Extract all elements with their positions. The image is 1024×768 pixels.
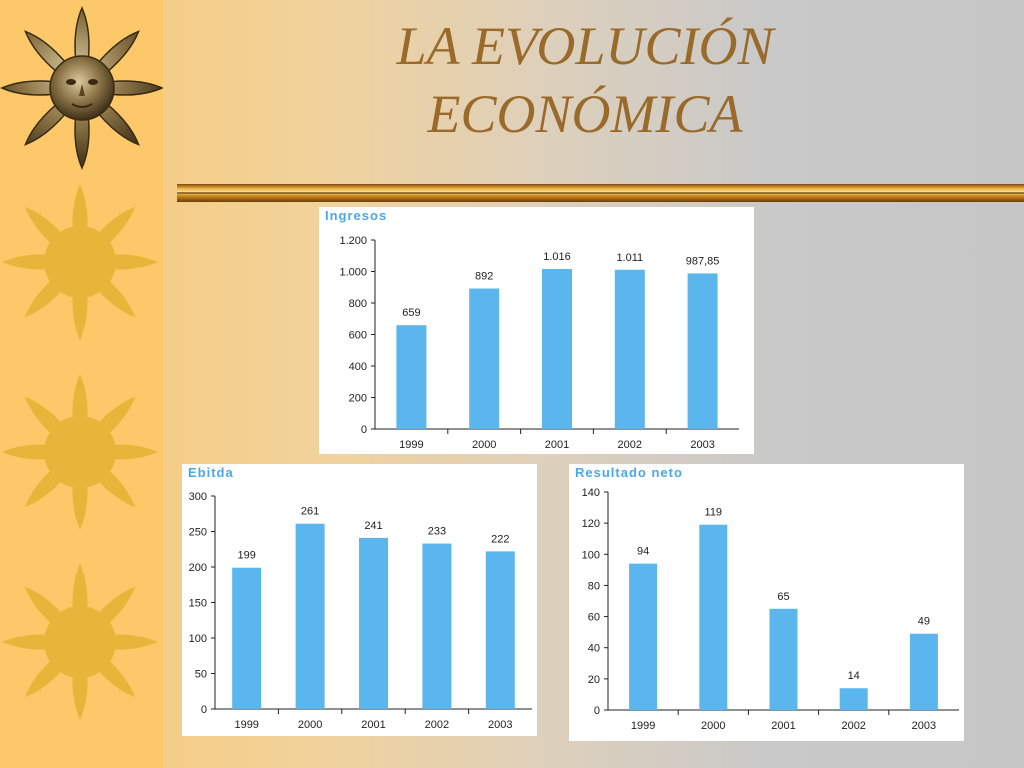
resultado-neto-chart: Resultado neto 0 20 40 60 80 100 120 140 94 1999 1…: [569, 464, 964, 741]
bar: [614, 269, 645, 429]
bar-value-label: 1.011: [616, 252, 643, 264]
y-tick-label: 150: [189, 598, 207, 610]
bar: [396, 325, 427, 429]
y-tick-label: 300: [189, 491, 207, 503]
bar: [359, 537, 388, 709]
x-tick-label: 2003: [690, 439, 714, 451]
bar: [542, 268, 572, 429]
x-tick-label: 1999: [234, 719, 258, 731]
x-tick-label: 1999: [399, 439, 423, 451]
bar: [485, 551, 515, 709]
y-tick-label: 1.000: [339, 267, 367, 279]
y-tick-label: 1.200: [339, 235, 367, 247]
bar-value-label: 65: [777, 591, 789, 603]
resultado-neto-plot: 0 20 40 60 80 100 120 140 94 1999 119 2000 65 2001 14 2…: [582, 487, 959, 732]
x-tick-label: 2002: [841, 720, 865, 732]
bar-value-label: 261: [301, 506, 319, 518]
x-tick-label: 1999: [631, 720, 655, 732]
y-tick-label: 0: [201, 704, 207, 716]
y-tick-label: 100: [189, 633, 207, 645]
slide-title-line-1: LA EVOLUCIÓN: [396, 16, 774, 76]
sun-face-icon: [0, 6, 163, 170]
bar-value-label: 119: [705, 507, 723, 519]
x-tick-label: 2003: [912, 720, 936, 732]
bar-value-label: 241: [364, 520, 382, 532]
y-tick-label: 40: [588, 643, 600, 655]
bar-value-label: 1.016: [543, 251, 571, 263]
bar: [909, 633, 938, 710]
bar-value-label: 892: [475, 271, 493, 283]
x-tick-label: 2000: [472, 439, 496, 451]
bar: [295, 523, 325, 709]
bar: [769, 608, 798, 710]
bar-value-label: 659: [402, 307, 420, 319]
y-tick-label: 100: [582, 549, 600, 561]
x-tick-label: 2003: [488, 719, 512, 731]
bar-value-label: 14: [848, 670, 860, 682]
bar: [687, 273, 718, 429]
y-tick-label: 800: [349, 298, 367, 310]
chart-title: Ingresos: [325, 208, 388, 223]
x-tick-label: 2002: [618, 439, 642, 451]
y-tick-label: 200: [189, 562, 207, 574]
slide-title: LA EVOLUCIÓN ECONÓMICA: [300, 12, 870, 148]
x-tick-label: 2000: [701, 720, 725, 732]
bar-value-label: 49: [918, 616, 930, 628]
bar-value-label: 94: [637, 546, 649, 558]
bar-value-label: 987,85: [686, 255, 720, 267]
x-tick-label: 2002: [425, 719, 449, 731]
chart-title: Ebitda: [188, 465, 234, 480]
bar-value-label: 199: [238, 550, 256, 562]
y-tick-label: 0: [594, 705, 600, 717]
x-tick-label: 2000: [298, 719, 322, 731]
y-tick-label: 600: [349, 330, 367, 342]
x-tick-label: 2001: [361, 719, 385, 731]
bar: [232, 567, 262, 709]
ebitda-plot: 0 50 100 150 200 250 300 199 1999 261 2000 241 2001 2…: [189, 491, 532, 731]
sun-decorations: [0, 6, 163, 720]
y-tick-label: 50: [195, 669, 207, 681]
y-tick-label: 0: [361, 424, 367, 436]
bar: [422, 543, 452, 709]
bar: [839, 688, 868, 710]
sun-icon: [2, 184, 158, 340]
bar-value-label: 233: [428, 526, 446, 538]
bar-value-label: 222: [491, 533, 509, 545]
bar: [629, 563, 658, 710]
ingresos-chart: Ingresos 0 200 400 600 800 1.000 1.200 659 1999 8…: [319, 207, 754, 454]
x-tick-label: 2001: [771, 720, 795, 732]
y-tick-label: 120: [582, 518, 600, 530]
decorative-sidebar: [0, 0, 163, 768]
chart-title: Resultado neto: [575, 465, 683, 480]
sun-icon: [2, 564, 158, 720]
ingresos-plot: 0 200 400 600 800 1.000 1.200 659 1999 892 2000 1.0…: [339, 235, 739, 451]
y-tick-label: 20: [588, 674, 600, 686]
y-tick-label: 80: [588, 580, 600, 592]
slide-title-line-2: ECONÓMICA: [427, 84, 743, 144]
x-tick-label: 2001: [545, 439, 569, 451]
sun-icon: [2, 374, 158, 530]
bar: [469, 288, 500, 429]
y-tick-label: 60: [588, 612, 600, 624]
y-tick-label: 250: [189, 527, 207, 539]
title-divider: [177, 184, 1024, 202]
ebitda-chart: Ebitda 0 50 100 150 200 250 300 199 1999 261 2000 2…: [182, 464, 537, 736]
y-tick-label: 140: [582, 487, 600, 499]
y-tick-label: 400: [349, 361, 367, 373]
bar: [699, 524, 728, 710]
y-tick-label: 200: [349, 393, 367, 405]
